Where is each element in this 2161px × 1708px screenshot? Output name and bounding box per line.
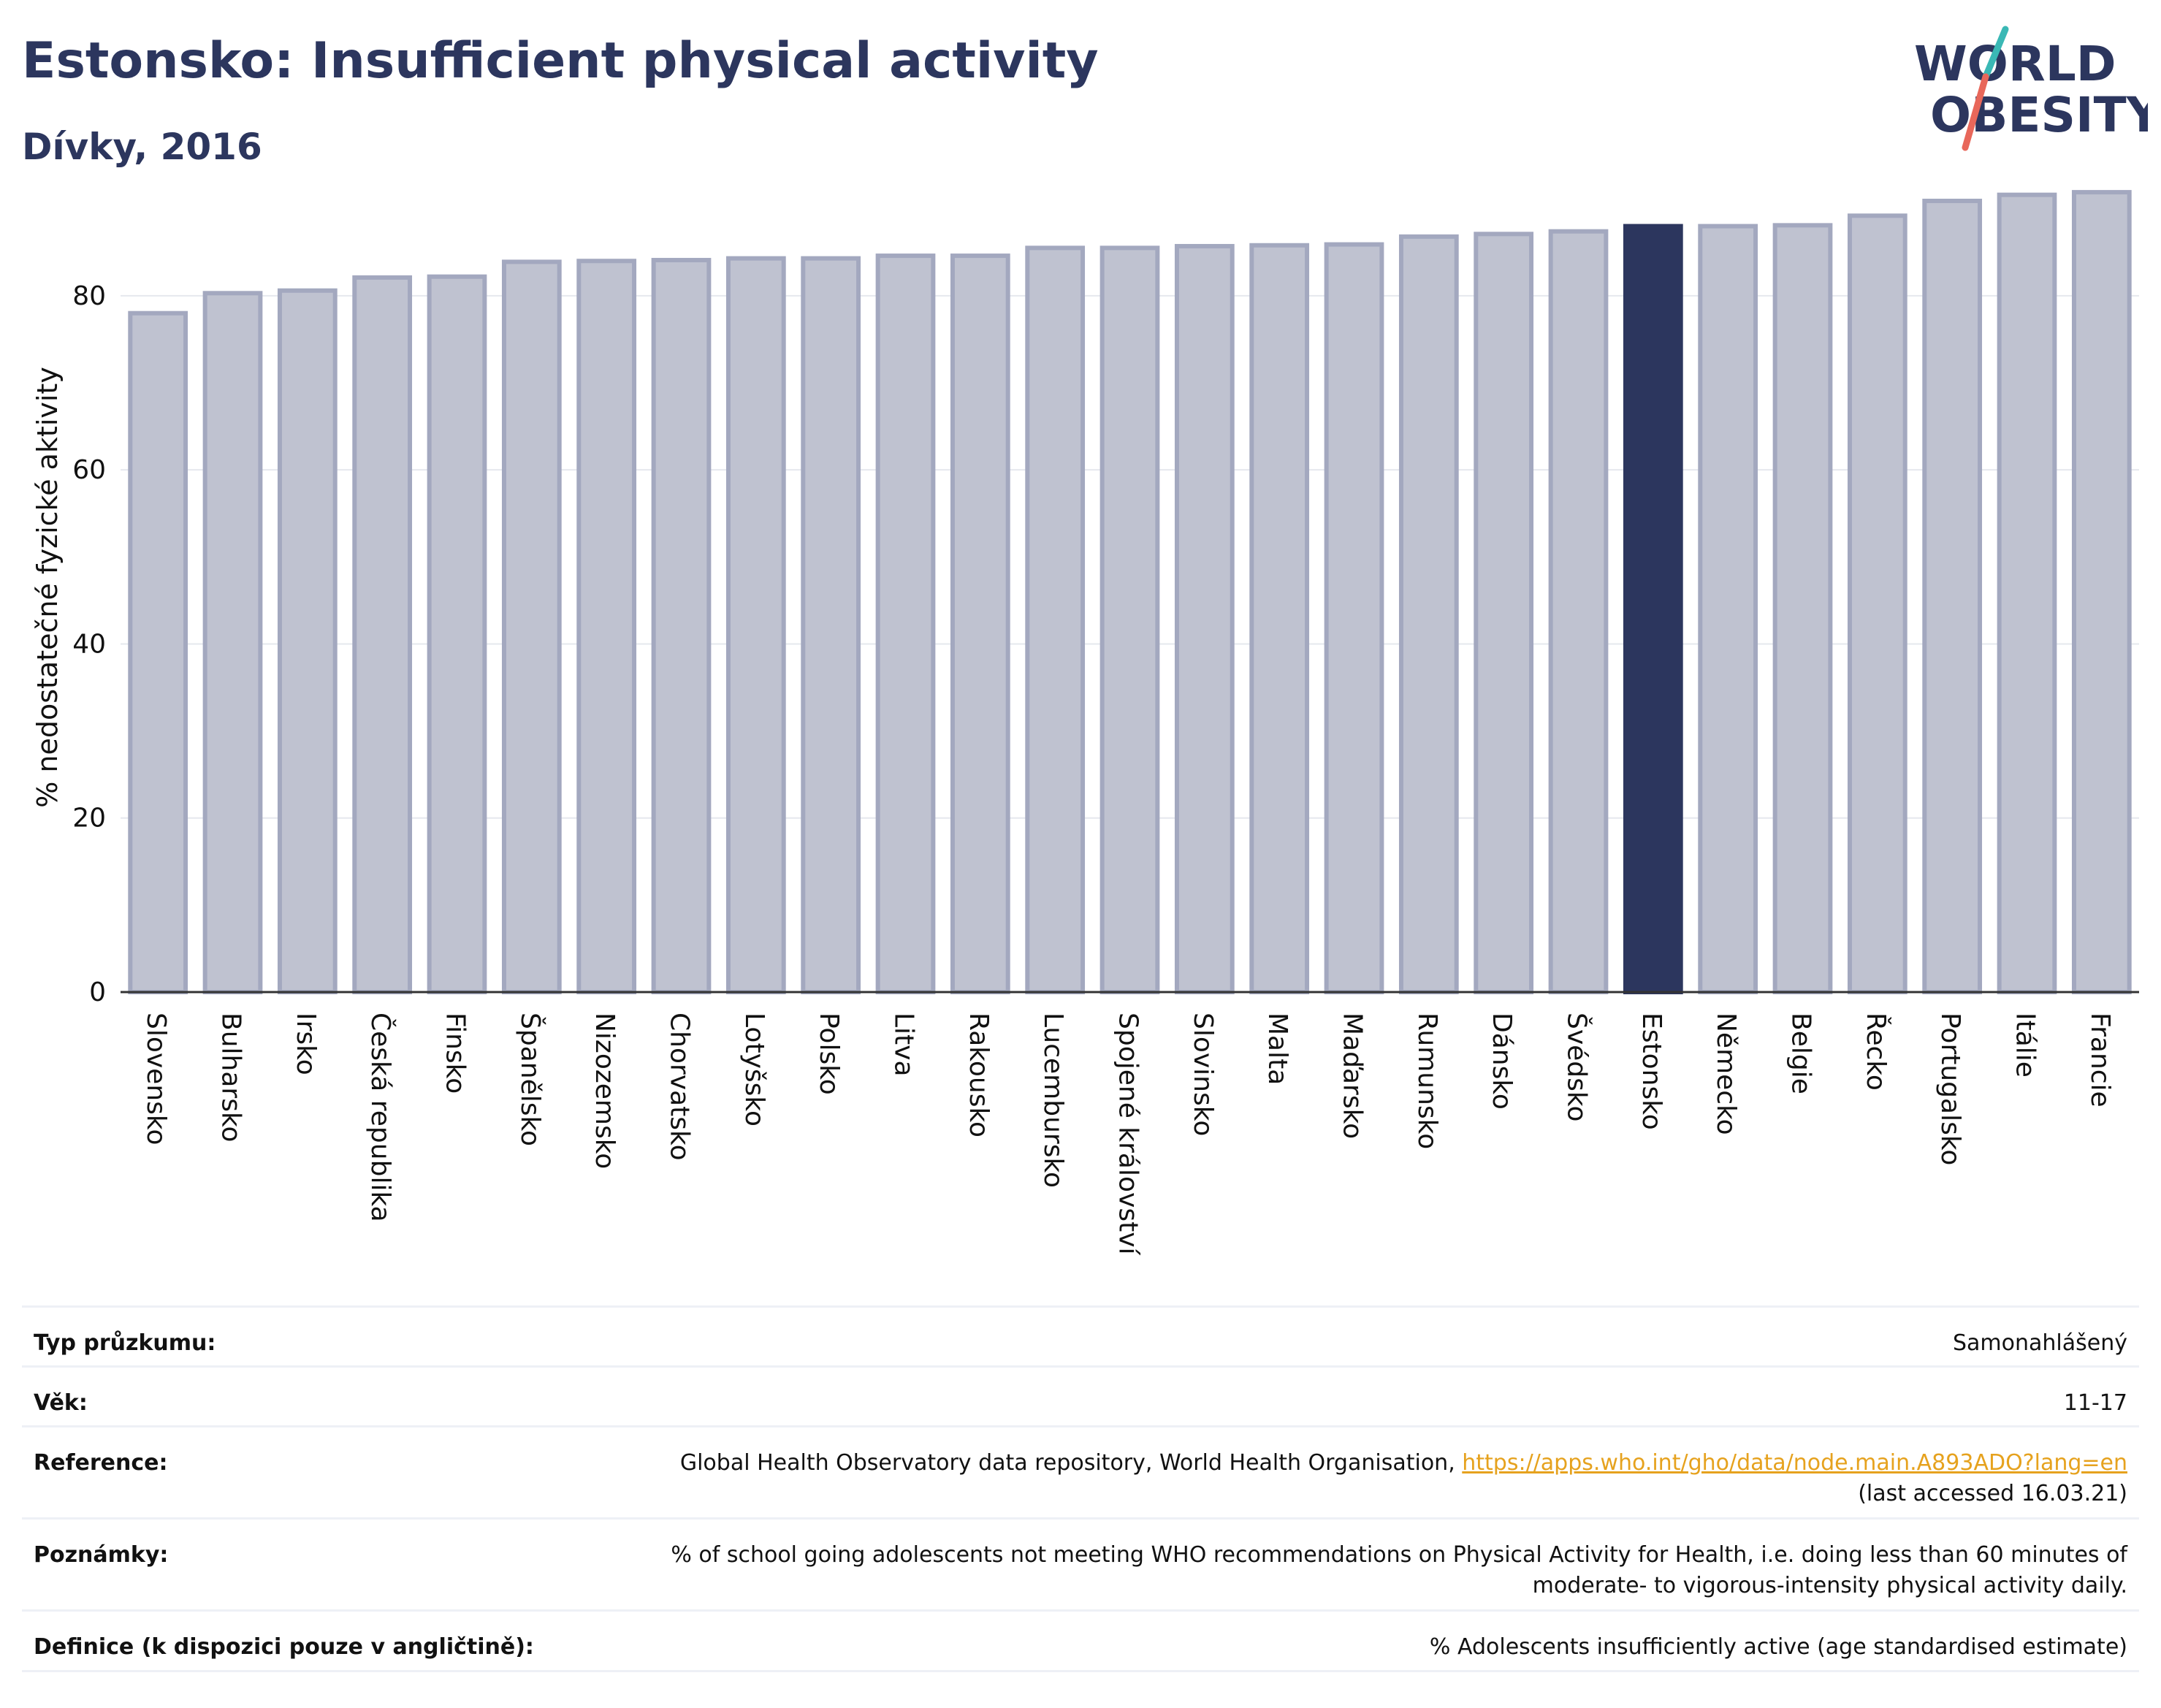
bar — [875, 253, 936, 995]
x-tick-label: Německo — [1711, 1013, 1741, 1135]
y-axis-label: % nedostatečné fyzické aktivity — [31, 367, 64, 808]
x-tick-label: Slovensko — [141, 1013, 171, 1145]
notes-line2: moderate- to vigorous-intensity physical… — [1532, 1573, 2127, 1598]
x-tick-label: Malta — [1262, 1013, 1292, 1085]
y-tick-label: 0 — [89, 977, 106, 1007]
bar — [202, 291, 263, 994]
reference-text: Global Health Observatory data repositor… — [679, 1450, 1463, 1476]
logo-line1: WORLD — [1914, 36, 2116, 92]
bar — [1698, 224, 1758, 994]
info-row-notes: Poznámky: % of school going adolescents … — [22, 1517, 2139, 1609]
info-row-age: Věk: 11-17 — [22, 1365, 2139, 1425]
notes-label: Poznámky: — [34, 1542, 169, 1568]
bar — [1398, 234, 1459, 994]
bar — [1174, 243, 1235, 994]
x-tick-label: Rumunsko — [1412, 1013, 1442, 1149]
notes-line1: % of school going adolescents not meetin… — [671, 1542, 2127, 1568]
info-row-survey: Typ průzkumu: Samonahlášený — [22, 1305, 2139, 1365]
x-tick-label: Lucembursko — [1038, 1013, 1068, 1188]
x-tick-label: Spojené království — [1113, 1013, 1143, 1256]
bar — [801, 256, 861, 994]
x-tick-label: Španělsko — [515, 1013, 546, 1146]
notes-value: % of school going adolescents not meetin… — [671, 1540, 2127, 1609]
bar — [1249, 243, 1310, 994]
info-row-definition: Definice (k dispozici pouze v angličtině… — [22, 1609, 2139, 1672]
bar — [1548, 229, 1609, 995]
survey-label: Typ průzkumu: — [34, 1330, 216, 1356]
world-obesity-logo: WORLD OBESITY — [1914, 26, 2148, 151]
reference-value: Global Health Observatory data repositor… — [680, 1448, 2127, 1517]
bar — [2071, 190, 2132, 995]
x-tick-label: Řecko — [1861, 1013, 1891, 1091]
x-tick-label: Maďarsko — [1338, 1013, 1368, 1139]
bar — [1623, 224, 1683, 994]
bar — [1997, 192, 2057, 994]
bar — [352, 275, 413, 994]
age-value: 11-17 — [2063, 1390, 2127, 1416]
y-tick-label: 20 — [72, 804, 106, 834]
x-tick-label: Litva — [889, 1013, 919, 1077]
bar — [1922, 199, 1983, 994]
x-tick-label: Nizozemsko — [590, 1013, 620, 1169]
x-tick-label: Lotyšsko — [739, 1013, 769, 1126]
x-tick-label: Česká republika — [365, 1013, 396, 1222]
x-tick-label: Itálie — [2011, 1013, 2040, 1078]
bar — [725, 256, 786, 994]
x-tick-label: Irsko — [291, 1013, 321, 1075]
chart-subtitle: Dívky, 2016 — [22, 126, 262, 168]
x-tick-label: Francie — [2085, 1013, 2115, 1107]
x-tick-label: Portugalsko — [1935, 1013, 1965, 1165]
x-tick-label: Dánsko — [1487, 1013, 1517, 1110]
reference-link[interactable]: https://apps.who.int/gho/data/node.main.… — [1462, 1450, 2127, 1476]
info-table: Typ průzkumu: Samonahlášený Věk: 11-17 R… — [22, 1305, 2139, 1672]
reference-accessed: (last accessed 16.03.21) — [1858, 1481, 2127, 1506]
bar — [1324, 242, 1384, 994]
x-tick-label: Bulharsko — [216, 1013, 246, 1143]
bar — [1847, 213, 1907, 995]
x-tick-label: Slovinsko — [1188, 1013, 1218, 1136]
chart-title: Estonsko: Insufficient physical activity — [22, 32, 1099, 90]
survey-value: Samonahlášený — [1953, 1330, 2127, 1356]
x-tick-label: Estonsko — [1636, 1013, 1666, 1130]
definition-value: % Adolescents insufficiently active (age… — [1429, 1634, 2127, 1660]
x-tick-label: Belgie — [1786, 1013, 1816, 1094]
x-tick-label: Švédsko — [1562, 1013, 1593, 1122]
x-tick-label: Rakousko — [964, 1013, 994, 1137]
age-label: Věk: — [34, 1390, 88, 1416]
definition-label: Definice (k dispozici pouze v angličtině… — [34, 1634, 534, 1660]
reference-label: Reference: — [34, 1450, 168, 1476]
y-tick-label: 40 — [72, 629, 106, 659]
bar — [128, 310, 188, 995]
x-tick-label: Finsko — [441, 1013, 470, 1094]
bar — [1025, 245, 1086, 994]
bar — [1772, 223, 1833, 994]
y-tick-label: 60 — [72, 455, 106, 485]
bar — [576, 259, 637, 994]
x-tick-label: Chorvatsko — [665, 1013, 695, 1161]
bar — [427, 274, 487, 994]
bar — [651, 258, 712, 994]
bar-chart: 0 20 40 60 80 % nedostatečné fyzické aktivity… — [31, 190, 2139, 1256]
bar — [1099, 245, 1160, 994]
bar — [277, 288, 338, 994]
bar — [501, 259, 562, 995]
y-tick-label: 80 — [72, 281, 106, 311]
info-row-reference: Reference: Global Health Observatory dat… — [22, 1425, 2139, 1517]
bar — [950, 253, 1010, 995]
x-tick-label: Polsko — [814, 1013, 844, 1095]
bar — [1474, 232, 1534, 994]
